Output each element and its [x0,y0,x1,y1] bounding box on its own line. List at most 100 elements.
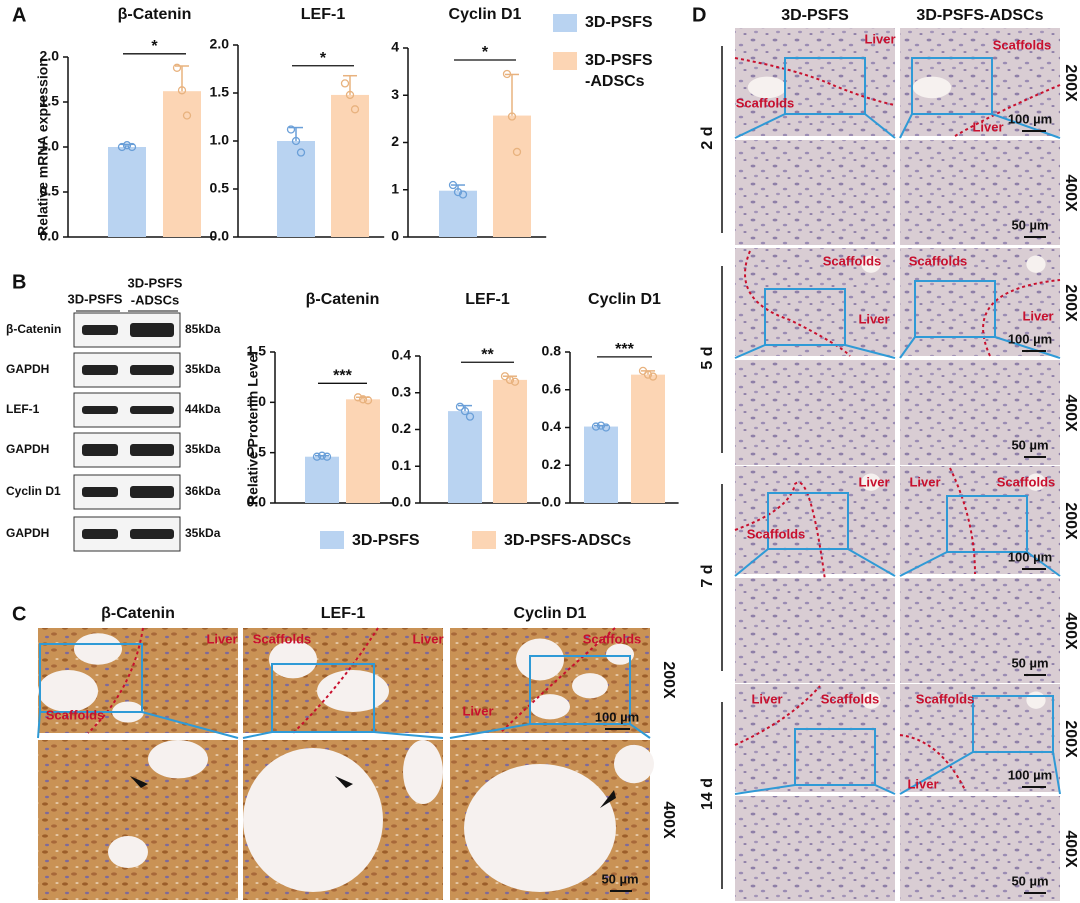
micrograph [735,28,895,136]
boundary-line [734,57,896,106]
data-point [596,421,606,430]
data-point [127,142,137,152]
legend-label: -ADSCs [585,73,645,90]
panel-label: C [12,603,26,625]
day-label: 7 d [699,564,716,587]
significance-label: *** [333,368,352,385]
y-tick-label: 0.3 [392,383,412,399]
region-label: Scaffolds [253,631,312,646]
data-point [510,377,520,386]
data-point [340,79,350,88]
data-point [591,422,601,431]
blot-band [130,406,174,414]
blot-row-label: Cyclin D1 [6,484,61,498]
micrograph [735,684,895,792]
data-point [172,63,182,72]
micrograph-pore [108,836,148,868]
y-tick-label: 0 [391,228,399,244]
y-tick-label: 1.0 [247,393,267,409]
arrowhead [600,790,616,808]
data-point [291,136,301,146]
boundary-line [899,734,966,791]
y-tick-label: 0.0 [210,228,230,244]
micrograph [735,796,895,901]
y-tick-label: 1 [391,180,399,196]
region-label: Liver [907,776,938,791]
boundary-line [499,627,616,734]
region-label: Liver [462,703,493,718]
arrowhead [335,776,353,788]
zoom-line [847,548,896,577]
scale-bar-label: 100 µm [1008,549,1052,564]
blot-row-label: GAPDH [6,526,49,540]
zoom-box [764,288,846,346]
panel-label: D [692,4,706,26]
bar [277,141,315,237]
data-point [448,180,458,190]
micrograph [735,360,895,465]
legend-label: 3D-PSFS-ADSCs [504,532,631,549]
scale-bar-label: 100 µm [1008,331,1052,346]
region-label: Scaffolds [993,37,1052,52]
micrograph-tissue [38,740,238,900]
chart-title: Cyclin D1 [449,6,522,23]
y-tick-label: 0.0 [542,494,562,510]
y-tick-label: 0.5 [40,183,60,199]
y-tick-label: 1.5 [247,343,267,359]
magnification-label: 400X [1062,612,1079,650]
micrograph [38,628,238,733]
micrograph-pore [464,764,616,892]
legend-swatch [553,14,577,32]
zoom-line [373,731,444,739]
arrowhead [130,776,148,788]
chart-title: LEF-1 [465,291,510,308]
magnification-label: 400X [660,801,677,839]
zoom-line [734,784,796,795]
blot-size-label: 44kDa [185,402,221,416]
zoom-line [899,751,974,795]
panel-c-title: LEF-1 [321,605,366,622]
micrograph-pore [614,744,654,784]
blot-band [82,444,118,456]
scale-bar-label: 100 µm [595,709,639,724]
micrograph-pore [516,638,564,681]
boundary-line [954,84,1061,137]
legend-label: 3D-PSFS [585,14,653,31]
blot-band [130,323,174,337]
region-label: Liver [858,474,889,489]
day-label: 14 d [699,778,716,810]
micrograph [735,140,895,245]
micrograph-tissue [735,360,895,465]
blot-column-label: 3D-PSFS [128,275,183,290]
micrograph [735,578,895,683]
micrograph-pore [74,633,122,665]
data-point [507,112,517,121]
y-tick-label: 0.5 [210,180,230,196]
zoom-line [864,113,896,139]
region-label: Scaffolds [821,691,880,706]
data-point [358,395,368,404]
y-tick-label: 1.5 [210,84,230,100]
data-point [643,370,653,379]
zoom-box [767,492,849,550]
bar [493,115,531,237]
region-label: Liver [206,631,237,646]
zoom-box [972,695,1054,753]
day-label: 2 d [699,126,716,149]
bar [305,456,339,503]
region-label: Scaffolds [46,707,105,722]
micrograph-tissue [900,360,1060,465]
blot-size-label: 35kDa [185,362,221,376]
zoom-line [734,344,766,359]
data-point [460,406,470,416]
zoom-line [991,113,1061,139]
boundary-line [949,467,976,575]
y-tick-label: 0.0 [392,494,412,510]
y-tick-label: 2.0 [40,48,60,64]
magnification-label: 200X [660,661,677,699]
data-point [182,111,192,120]
micrograph [900,578,1060,683]
zoom-box [946,495,1028,553]
micrograph-tissue [735,796,895,901]
